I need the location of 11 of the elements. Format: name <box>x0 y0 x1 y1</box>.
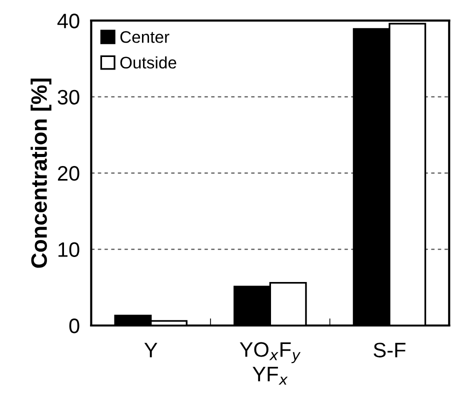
y-axis-title: Concentration [%] <box>30 78 52 268</box>
legend-label: Center <box>120 31 170 43</box>
y-tick-label: 20 <box>58 166 80 181</box>
x-tick-label: S-F <box>374 342 406 358</box>
x-tick-label: YO$_{x}$F$_{y}$ YF$_{x}$ <box>240 342 301 385</box>
y-tick-label: 40 <box>57 14 80 28</box>
x-tick-label: Y <box>144 342 158 358</box>
y-tick-label: 30 <box>58 90 80 105</box>
y-tick-label: 10 <box>58 242 80 258</box>
legend-label: Outside <box>120 56 176 69</box>
y-tick-label: 0 <box>69 318 80 334</box>
